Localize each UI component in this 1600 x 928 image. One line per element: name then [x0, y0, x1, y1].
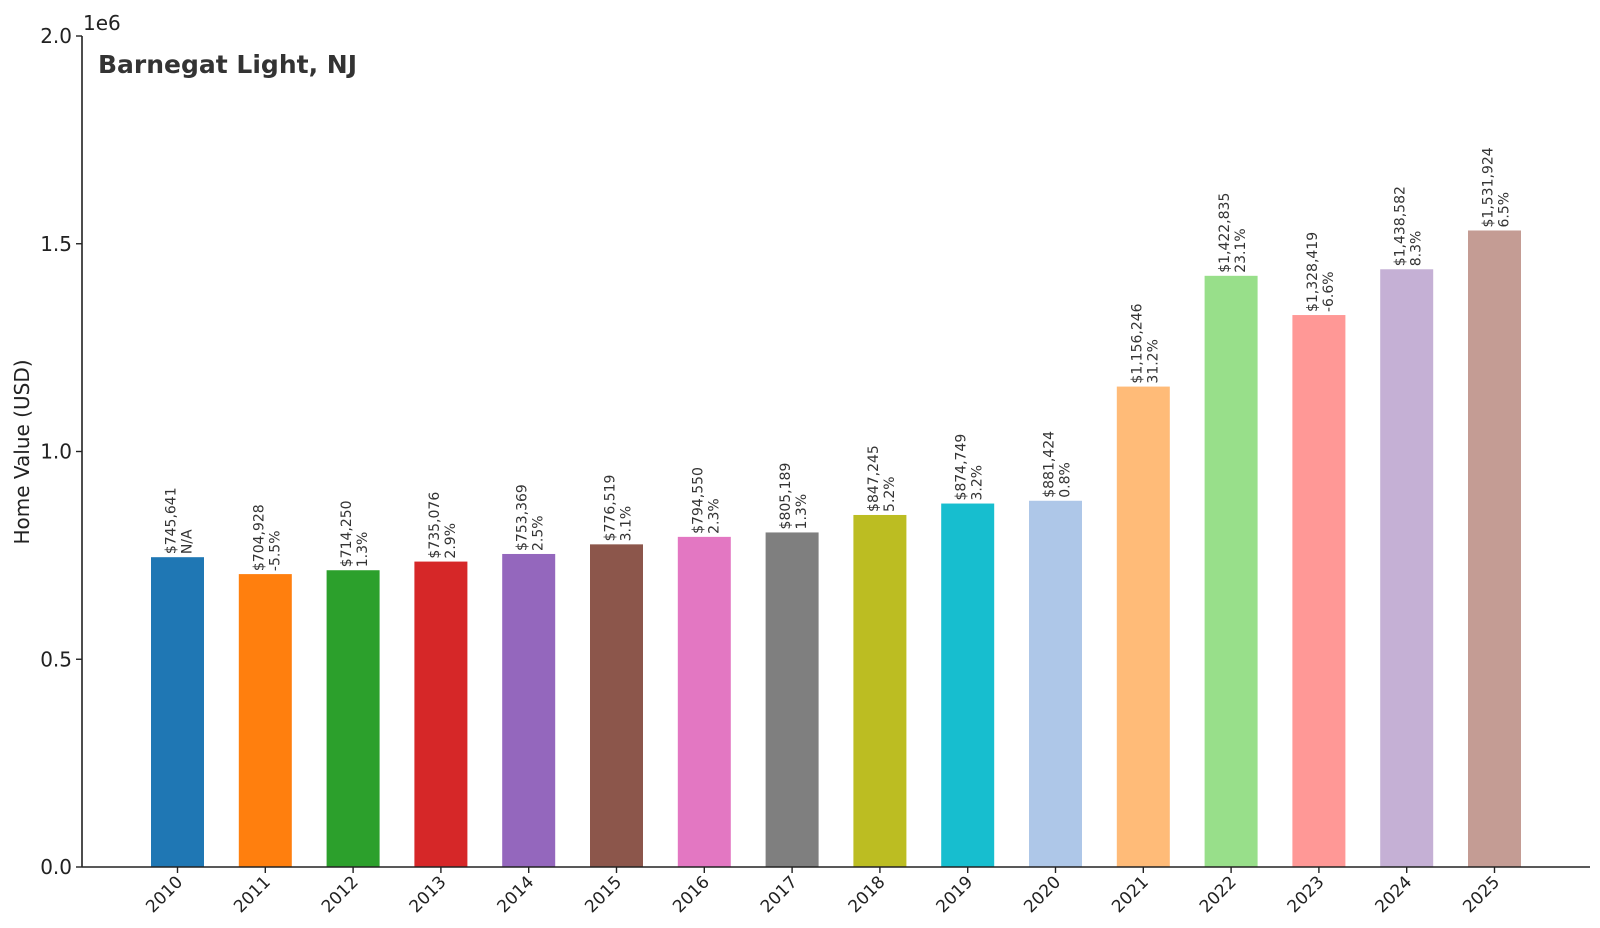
bar-change-2023: -6.6%: [1321, 271, 1337, 312]
bar-value-2015: $776,519: [603, 475, 619, 542]
bar-2025: [1468, 230, 1521, 867]
x-tick-label-2010: 2010: [142, 872, 187, 917]
y-tick-label: 2.0: [40, 24, 72, 48]
y-scale-offset-label: 1e6: [83, 11, 121, 35]
bar-change-2024: 8.3%: [1409, 231, 1425, 267]
x-tick-label-2012: 2012: [318, 872, 363, 917]
bar-2014: [502, 553, 556, 867]
bar-change-2016: 2.3%: [706, 498, 722, 534]
x-tick-label-2018: 2018: [845, 872, 890, 917]
x-tick-label-2016: 2016: [669, 872, 714, 917]
bar-value-2023: $1,328,419: [1305, 232, 1321, 312]
x-tick-label-2019: 2019: [933, 872, 978, 917]
bar-value-label-2018: $847,2455.2%: [866, 445, 898, 512]
bar-value-2021: $1,156,246: [1129, 303, 1145, 383]
y-axis-label: Home Value (USD): [10, 359, 34, 544]
bar-value-label-2013: $735,0762.9%: [427, 492, 459, 559]
x-tick-label-2022: 2022: [1196, 872, 1241, 917]
bar-2016: [677, 536, 731, 867]
bar-change-2017: 1.3%: [794, 494, 810, 530]
y-tick-label: 0.5: [40, 647, 72, 671]
bar-2011: [238, 574, 292, 867]
chart-title: Barnegat Light, NJ: [98, 50, 357, 79]
x-tick-label-2017: 2017: [757, 872, 802, 917]
x-tick-label-2024: 2024: [1371, 872, 1416, 917]
bar-2024: [1380, 269, 1434, 867]
bar-value-2018: $847,245: [866, 445, 882, 512]
y-tick-label: 1.5: [40, 232, 72, 256]
bar-2022: [1204, 275, 1258, 868]
bar-value-2017: $805,189: [778, 463, 794, 530]
bar-change-2018: 5.2%: [882, 476, 898, 512]
bar-2020: [1029, 500, 1082, 867]
bar-change-2012: 1.3%: [355, 532, 371, 568]
x-tick-label-2020: 2020: [1020, 872, 1065, 917]
x-axis-ticks: 2010 2011 2012 2013 2014 2015 2016 2017 2018 2019…: [142, 867, 1504, 917]
bar-value-2024: $1,438,582: [1393, 186, 1409, 266]
bar-value-2013: $735,076: [427, 492, 443, 559]
x-tick-label-2021: 2021: [1108, 872, 1153, 917]
bar-value-label-2012: $714,2501.3%: [339, 500, 371, 567]
bar-2017: [765, 532, 819, 867]
bar-change-2021: 31.2%: [1145, 339, 1161, 383]
x-tick-label-2025: 2025: [1459, 872, 1504, 917]
bar-value-2010: $745,641: [164, 487, 180, 554]
bar-value-label-2023: $1,328,419-6.6%: [1305, 232, 1337, 312]
bar-change-2013: 2.9%: [443, 523, 459, 559]
bar-change-2020: 0.8%: [1058, 462, 1074, 498]
bar-value-label-2015: $776,5193.1%: [603, 475, 635, 542]
y-tick-label: 0.0: [40, 855, 72, 879]
bar-value-label-2020: $881,4240.8%: [1042, 431, 1074, 498]
bars-group: [151, 230, 1521, 868]
x-tick-label-2013: 2013: [406, 872, 451, 917]
bar-2021: [1116, 386, 1170, 867]
bar-value-label-2017: $805,1891.3%: [778, 463, 810, 530]
x-tick-label-2015: 2015: [581, 872, 626, 917]
bar-2015: [590, 544, 643, 867]
bar-value-label-2016: $794,5502.3%: [690, 467, 722, 534]
x-tick-label-2014: 2014: [494, 872, 539, 917]
bar-change-2010: N/A: [180, 529, 196, 554]
bar-value-2022: $1,422,835: [1217, 193, 1233, 273]
bar-change-2015: 3.1%: [619, 506, 635, 542]
bar-2023: [1292, 315, 1346, 868]
y-tick-label: 1.0: [40, 440, 72, 464]
bar-value-2014: $753,369: [515, 484, 531, 551]
bar-value-label-2011: $704,928-5.5%: [251, 504, 283, 571]
bar-value-label-2019: $874,7493.2%: [954, 434, 986, 501]
x-tick-label-2023: 2023: [1284, 872, 1329, 917]
bar-value-label-2014: $753,3692.5%: [515, 484, 547, 551]
bar-value-label-2021: $1,156,24631.2%: [1129, 303, 1161, 383]
bar-2012: [326, 570, 380, 867]
bar-value-2025: $1,531,924: [1481, 147, 1497, 227]
bar-value-label-2024: $1,438,5828.3%: [1393, 186, 1425, 266]
bar-labels-group: $745,641N/A $704,928-5.5% $714,2501.3% $735…: [164, 147, 1513, 571]
bar-value-2011: $704,928: [251, 504, 267, 571]
x-tick-label-2011: 2011: [230, 872, 275, 917]
bar-value-label-2010: $745,641N/A: [164, 487, 196, 554]
y-axis-ticks: 0.0 0.5 1.0 1.5 2.0: [40, 24, 82, 879]
bar-2010: [151, 557, 204, 867]
bar-value-2012: $714,250: [339, 500, 355, 567]
bar-value-2020: $881,424: [1042, 431, 1058, 498]
bar-2018: [853, 514, 907, 867]
bar-value-label-2022: $1,422,83523.1%: [1217, 193, 1249, 273]
bar-2013: [414, 561, 468, 867]
bar-change-2019: 3.2%: [970, 465, 986, 501]
bar-value-2019: $874,749: [954, 434, 970, 501]
bar-change-2011: -5.5%: [267, 530, 283, 571]
bar-change-2025: 6.5%: [1497, 192, 1513, 228]
bar-value-label-2025: $1,531,9246.5%: [1481, 147, 1513, 227]
bar-change-2014: 2.5%: [531, 515, 547, 551]
bar-2019: [941, 503, 995, 867]
bar-change-2022: 23.1%: [1233, 228, 1249, 272]
bar-value-2016: $794,550: [690, 467, 706, 534]
